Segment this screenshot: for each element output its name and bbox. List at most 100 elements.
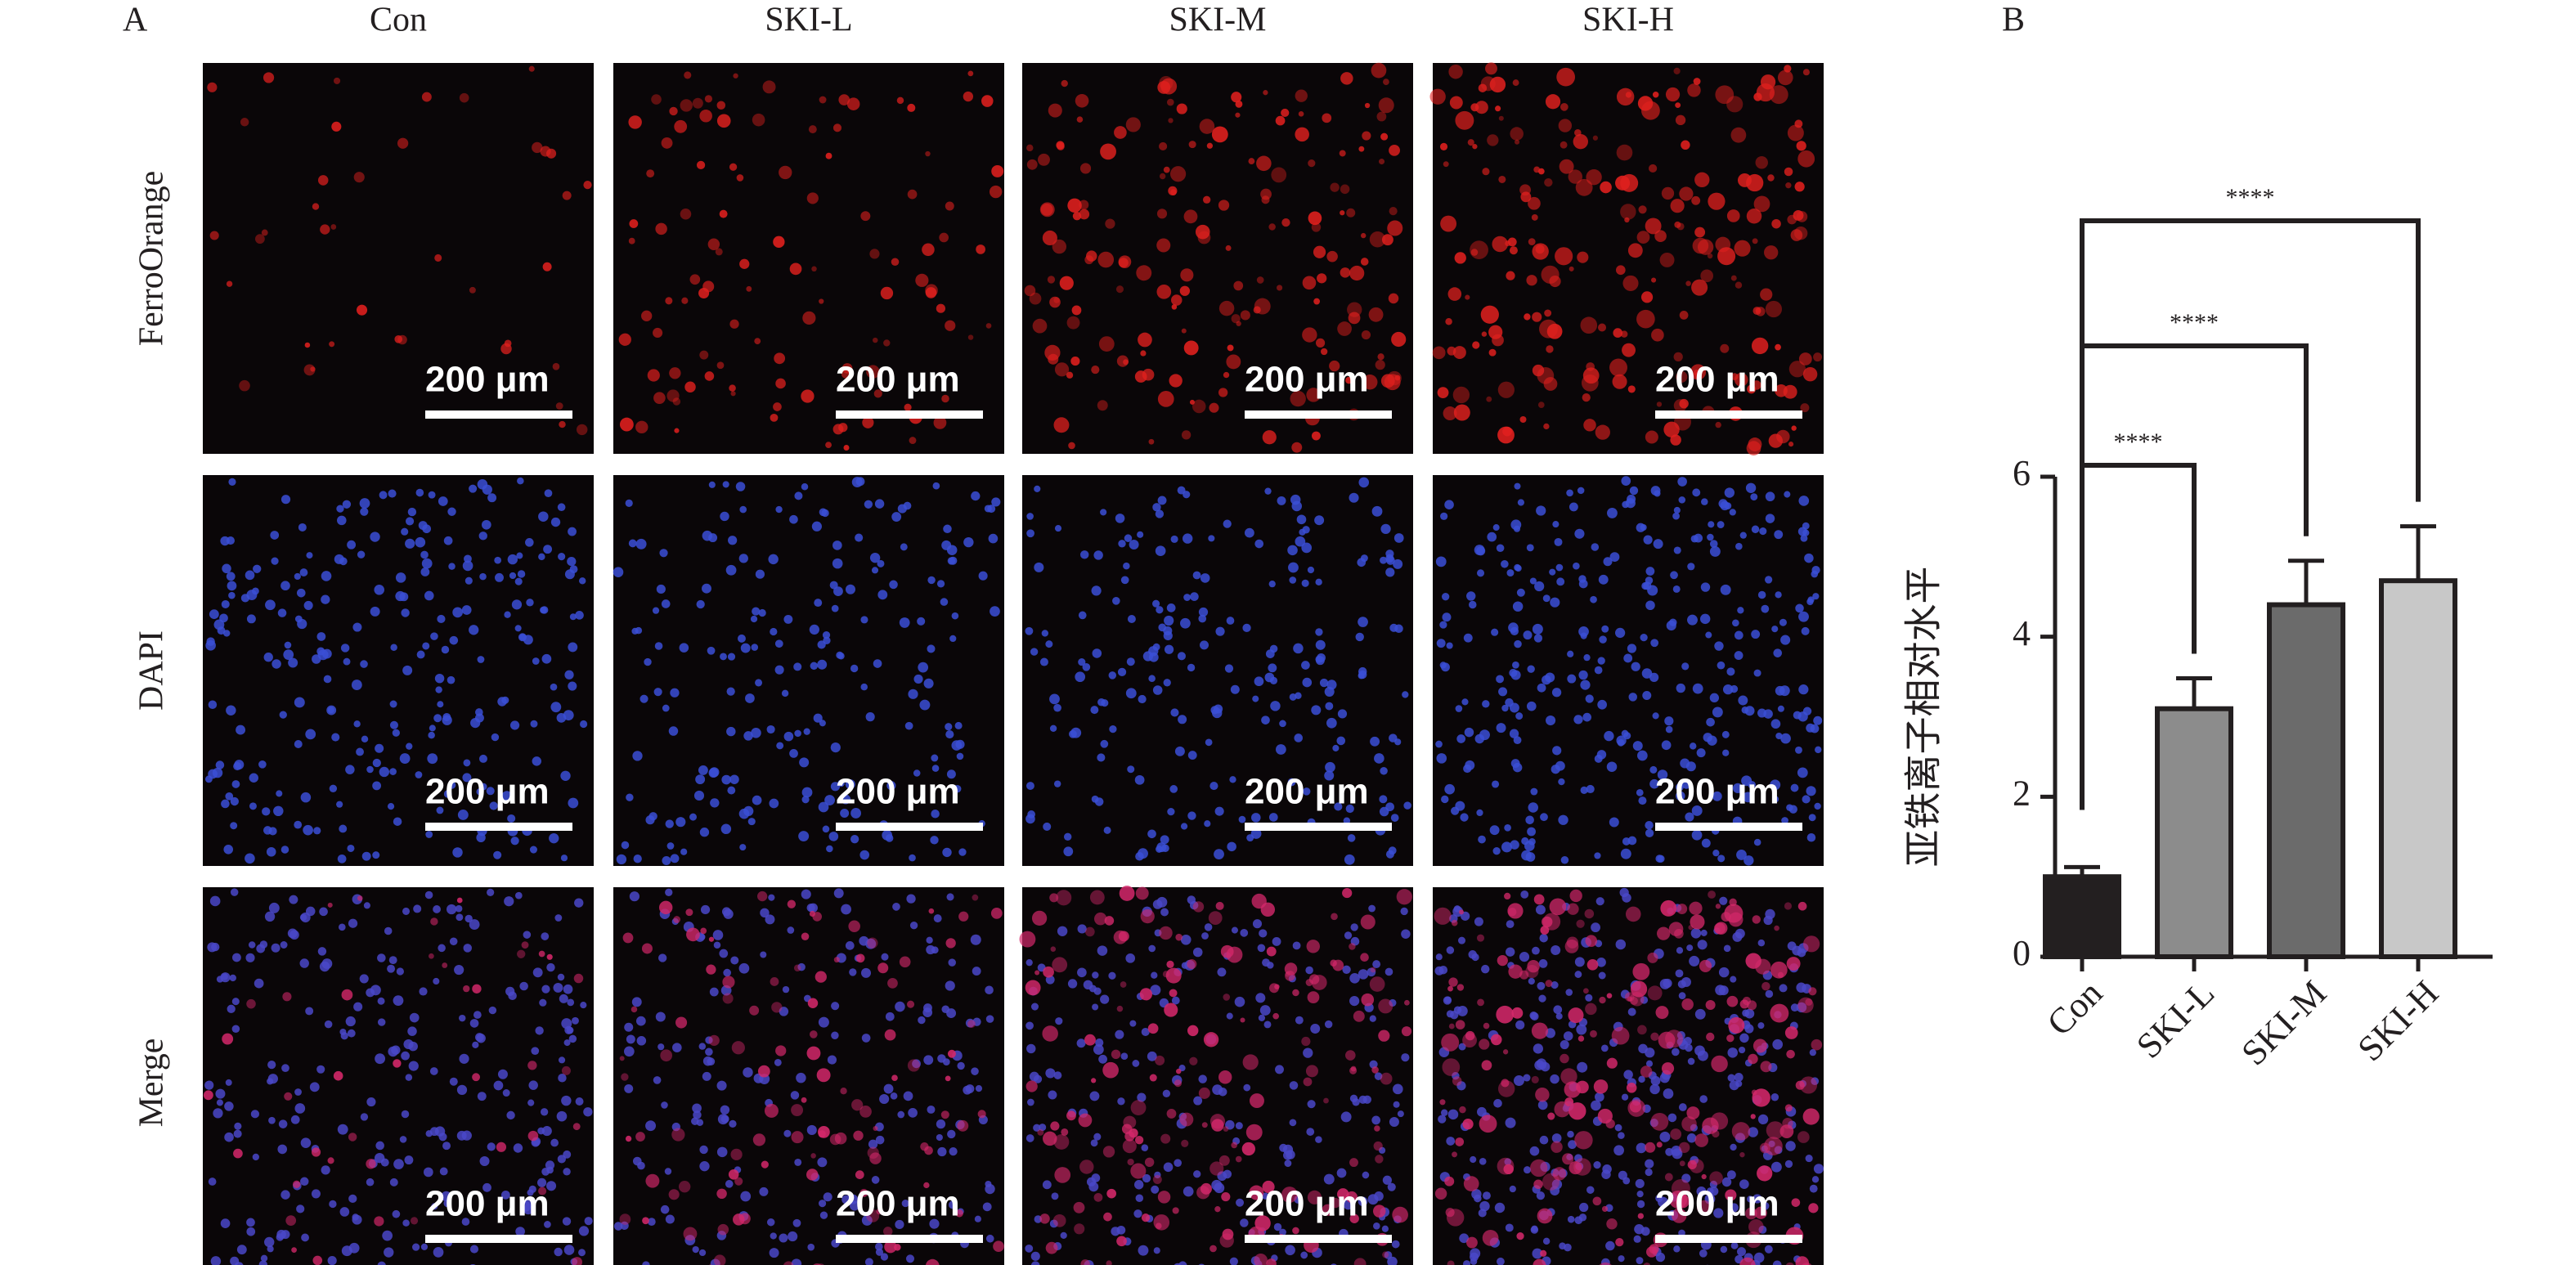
nucleus [1779, 984, 1788, 993]
iron-signal [1159, 926, 1173, 940]
nucleus [316, 647, 325, 656]
iron-signal [1201, 1122, 1208, 1128]
nucleus [1292, 941, 1301, 950]
nucleus [413, 904, 422, 913]
iron-signal [680, 99, 693, 112]
nucleus [699, 1161, 710, 1172]
nucleus [489, 801, 498, 810]
nucleus [1638, 1043, 1648, 1054]
iron-signal [1564, 1097, 1574, 1107]
nucleus [1025, 959, 1033, 967]
nucleus [1577, 487, 1585, 495]
iron-signal [733, 73, 738, 79]
nucleus [1772, 796, 1779, 803]
iron-signal [1643, 1263, 1650, 1265]
nucleus [487, 1142, 496, 1151]
nucleus [1042, 1180, 1052, 1190]
iron-signal [239, 379, 250, 392]
nucleus [1075, 671, 1086, 683]
nucleus [1352, 1098, 1360, 1106]
iron-signal [1658, 1031, 1676, 1049]
iron-signal [860, 211, 871, 222]
iron-signal [1031, 910, 1048, 926]
nucleus [1574, 1154, 1582, 1163]
nucleus [245, 853, 255, 864]
nucleus [1618, 1255, 1625, 1263]
nucleus [941, 540, 952, 550]
nucleus [1315, 578, 1322, 586]
nucleus [978, 571, 988, 581]
nucleus [841, 794, 851, 805]
nucleus [931, 946, 939, 954]
iron-signal [1535, 244, 1545, 254]
iron-signal [873, 337, 878, 343]
nucleus [1533, 634, 1543, 643]
iron-signal [728, 1169, 739, 1180]
nucleus [1479, 1200, 1490, 1212]
nucleus [1526, 701, 1537, 711]
iron-signal [806, 192, 819, 204]
nucleus [743, 731, 753, 741]
nucleus [1577, 1061, 1588, 1073]
nucleus [352, 1213, 359, 1221]
nucleus [1229, 776, 1236, 783]
nucleus [882, 829, 893, 841]
nucleus [396, 967, 404, 976]
iron-signal [1694, 1133, 1708, 1147]
nucleus [472, 1041, 479, 1048]
nucleus [708, 533, 718, 543]
iron-signal [1519, 415, 1527, 424]
iron-signal [674, 428, 680, 433]
iron-signal [967, 1020, 976, 1029]
nucleus [1436, 753, 1447, 764]
nucleus [1708, 521, 1715, 528]
iron-signal [1531, 1022, 1549, 1039]
iron-signal [1220, 944, 1234, 958]
nucleus [456, 913, 464, 922]
nucleus [1628, 693, 1637, 702]
iron-signal [292, 1180, 301, 1189]
significance-label: **** [2226, 184, 2275, 211]
nucleus [264, 1236, 275, 1248]
nucleus [1515, 1020, 1525, 1030]
nucleus [1393, 1101, 1400, 1108]
nucleus [1255, 993, 1266, 1003]
nucleus [558, 1073, 567, 1083]
iron-signal [1313, 245, 1326, 258]
nucleus [216, 1099, 223, 1106]
nucleus [1355, 632, 1364, 642]
nucleus [1514, 482, 1521, 490]
nucleus [642, 1261, 650, 1265]
iron-signal [1555, 247, 1573, 266]
nucleus [578, 1226, 590, 1236]
nucleus [1240, 929, 1249, 937]
iron-signal [1497, 381, 1515, 398]
nucleus [1097, 698, 1106, 707]
nucleus [1523, 630, 1533, 640]
nucleus [745, 693, 755, 703]
iron-signal [1472, 144, 1478, 150]
iron-signal [1066, 316, 1080, 330]
iron-signal [1050, 1121, 1060, 1131]
iron-signal [899, 956, 911, 968]
nucleus [793, 662, 802, 671]
iron-signal [393, 1059, 402, 1068]
iron-signal [1584, 908, 1595, 919]
nucleus [675, 817, 686, 828]
nucleus [476, 1034, 486, 1043]
nucleus [319, 907, 328, 917]
iron-signal [430, 917, 438, 926]
iron-signal [764, 1103, 779, 1118]
iron-signal [233, 1148, 243, 1159]
nucleus [1750, 493, 1758, 501]
iron-signal [330, 224, 337, 230]
nucleus [1204, 923, 1213, 931]
nucleus [909, 922, 918, 930]
nucleus [861, 1034, 871, 1043]
nucleus [546, 1181, 557, 1191]
nucleus [661, 1101, 668, 1109]
iron-signal [1034, 970, 1040, 976]
iron-signal [1330, 1197, 1341, 1209]
iron-signal [972, 894, 979, 901]
nucleus [709, 767, 720, 778]
